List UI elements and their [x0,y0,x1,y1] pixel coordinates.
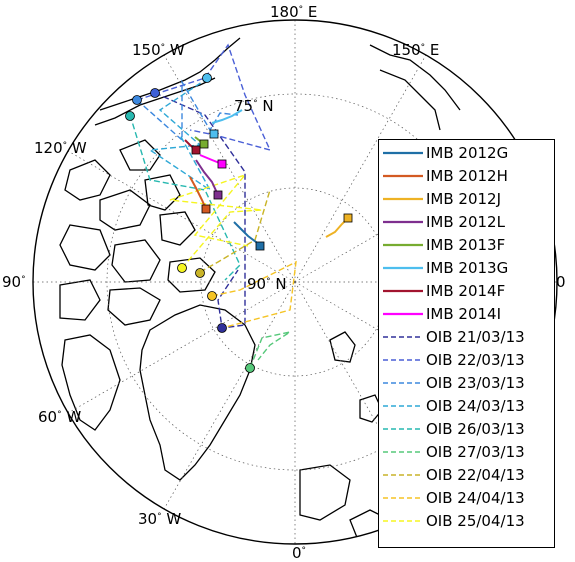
legend-label: IMB 2014I [426,305,502,323]
legend-label: IMB 2012L [426,213,505,231]
legend-entry: IMB 2013G [379,258,554,279]
legend-swatch [383,174,423,178]
marker-end-2012j [343,213,353,223]
legend-entry: OIB 25/04/13 [379,511,554,532]
legend-label: OIB 21/03/13 [426,328,525,346]
legend-entry: IMB 2013F [379,235,554,256]
label-lon-30W: 30° W [138,510,182,528]
marker-end-2014f [191,145,201,155]
legend-swatch [383,451,423,453]
label-lon-90W: 90° [2,273,26,291]
track-imb-2013g [211,109,243,124]
legend-entry: IMB 2012L [379,212,554,233]
legend-label: OIB 24/03/13 [426,397,525,415]
legend-swatch [383,336,423,338]
track-oib-23-03-13 [136,79,239,142]
label-lat-90N: 90° N [247,275,287,293]
legend-swatch [383,474,423,476]
legend-label: IMB 2012G [426,144,509,162]
legend-label: OIB 22/03/13 [426,351,525,369]
label-lon-180E: 180° E [270,3,318,21]
marker-start-2013g [202,73,212,83]
legend-entry: OIB 24/03/13 [379,396,554,417]
legend-swatch [383,520,423,522]
marker-end-2012l [213,190,223,200]
label-lon-90E: 0 [556,273,566,291]
marker-start-h [245,363,255,373]
legend-label: IMB 2012H [426,167,508,185]
track-oib-25-04-13 [169,173,263,269]
label-lon-60W: 60° W [38,408,82,426]
marker-end-2013g [209,129,219,139]
legend-entry: OIB 21/03/13 [379,327,554,348]
map-boundary [32,19,558,545]
label-lon-120W: 120° W [34,139,87,157]
legend-label: IMB 2013F [426,236,506,254]
legend-entry: IMB 2012J [379,189,554,210]
track-oib-21-03-13 [154,92,246,329]
track-oib-24-03-13 [147,77,211,191]
legend-swatch [383,359,423,361]
marker-start-g [217,323,227,333]
legend-swatch [383,405,423,407]
legend-entry: IMB 2014F [379,281,554,302]
legend-entry: OIB 24/04/13 [379,488,554,509]
legend-label: OIB 24/04/13 [426,489,525,507]
marker-start-e [195,268,205,278]
legend-label: OIB 23/03/13 [426,374,525,392]
track-oib-26-03-13 [129,114,241,281]
legend-swatch [383,289,423,293]
legend-swatch [383,151,423,155]
legend-swatch [383,497,423,499]
marker-start-a [150,88,160,98]
legend: IMB 2012G IMB 2012H IMB 2012J IMB 2012L … [378,139,555,548]
marker-end-2014i [217,159,227,169]
legend-swatch [383,197,423,201]
legend-swatch [383,382,423,384]
legend-swatch [383,266,423,270]
legend-label: OIB 26/03/13 [426,420,525,438]
legend-entry: OIB 22/03/13 [379,350,554,371]
legend-label: IMB 2014F [426,282,506,300]
legend-swatch [383,312,423,316]
legend-label: IMB 2012J [426,190,502,208]
marker-start-c [125,111,135,121]
legend-label: OIB 27/03/13 [426,443,525,461]
track-imb-2012h [189,176,207,210]
legend-entry: OIB 26/03/13 [379,419,554,440]
marker-start-d [177,263,187,273]
label-lat-75N: 75° N [234,97,274,115]
legend-entry: IMB 2014I [379,304,554,325]
label-lon-0: 0° [292,544,307,562]
track-oib-27-03-13 [249,331,291,369]
buoy-markers [125,73,353,373]
legend-swatch [383,243,423,247]
marker-end-2012g [255,241,265,251]
legend-entry: OIB 22/04/13 [379,465,554,486]
legend-label: IMB 2013G [426,259,509,277]
track-oib-24-04-13 [211,260,297,329]
track-oib-22-04-13 [199,189,271,273]
legend-entry: OIB 27/03/13 [379,442,554,463]
legend-label: OIB 25/04/13 [426,512,525,530]
marker-end-2012h [201,204,211,214]
legend-entry: IMB 2012G [379,143,554,164]
label-lon-150W: 150° W [132,41,185,59]
label-lon-150E: 150° E [392,41,440,59]
legend-entry: OIB 23/03/13 [379,373,554,394]
marker-start-f [207,291,217,301]
legend-label: OIB 22/04/13 [426,466,525,484]
legend-entry: IMB 2012H [379,166,554,187]
track-imb-2012l [195,159,219,196]
marker-end-2013f [199,139,209,149]
marker-start-b [132,95,142,105]
legend-swatch [383,220,423,224]
legend-swatch [383,428,423,430]
